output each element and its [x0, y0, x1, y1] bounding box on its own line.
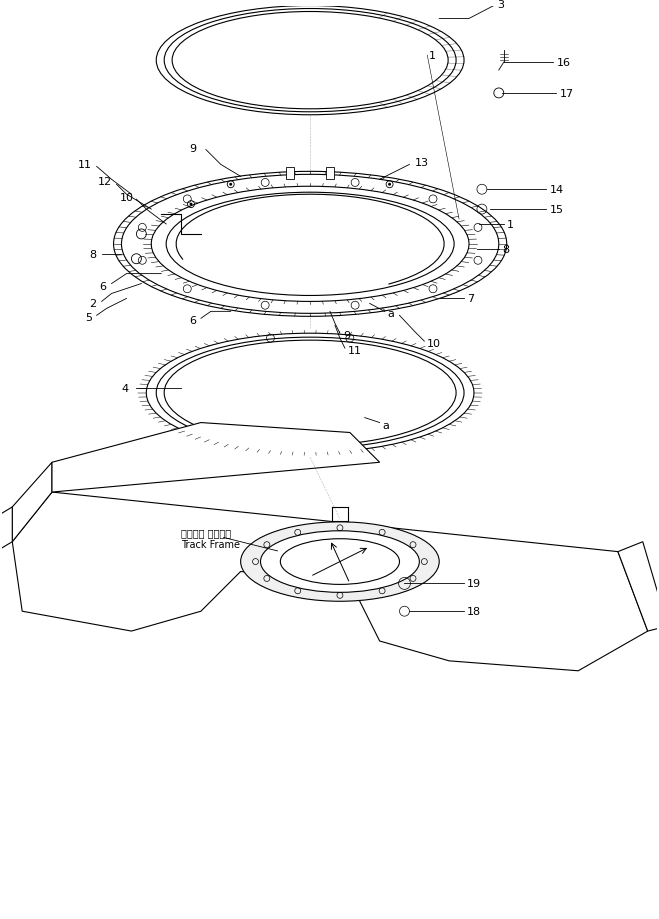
Text: 8: 8: [90, 249, 97, 259]
Polygon shape: [13, 463, 52, 542]
Circle shape: [229, 184, 232, 187]
Text: 8: 8: [501, 244, 509, 255]
Text: 10: 10: [427, 339, 442, 348]
Text: 1: 1: [507, 220, 514, 230]
Text: 2: 2: [90, 299, 97, 309]
Text: 14: 14: [550, 185, 563, 195]
Text: 9: 9: [189, 143, 196, 153]
Text: 13: 13: [415, 158, 428, 168]
Text: 11: 11: [348, 346, 362, 356]
Text: 17: 17: [559, 89, 573, 99]
Text: 7: 7: [467, 294, 474, 304]
Text: 3: 3: [497, 0, 503, 9]
Text: 10: 10: [119, 193, 133, 203]
Polygon shape: [0, 507, 13, 557]
Text: 6: 6: [189, 316, 196, 326]
Circle shape: [190, 203, 192, 207]
Ellipse shape: [260, 531, 419, 593]
Text: 16: 16: [556, 58, 571, 68]
Text: 19: 19: [467, 579, 481, 589]
Text: a: a: [387, 309, 395, 319]
Bar: [326, 168, 334, 180]
Polygon shape: [618, 542, 659, 631]
Text: Track Frame: Track Frame: [181, 539, 240, 549]
Text: 1: 1: [429, 51, 436, 62]
Text: 5: 5: [85, 313, 92, 323]
Polygon shape: [13, 493, 648, 671]
Ellipse shape: [241, 522, 439, 602]
Text: 18: 18: [467, 607, 481, 617]
Text: トラック フレーム: トラック フレーム: [181, 528, 231, 538]
Text: 6: 6: [100, 281, 107, 291]
Bar: [286, 168, 295, 180]
Text: 12: 12: [98, 177, 111, 187]
Text: 4: 4: [121, 383, 129, 393]
Text: 11: 11: [78, 160, 92, 170]
Polygon shape: [52, 423, 380, 493]
Text: a: a: [383, 420, 389, 430]
Text: 15: 15: [550, 205, 563, 215]
Circle shape: [388, 184, 391, 187]
Text: 9: 9: [343, 331, 350, 341]
